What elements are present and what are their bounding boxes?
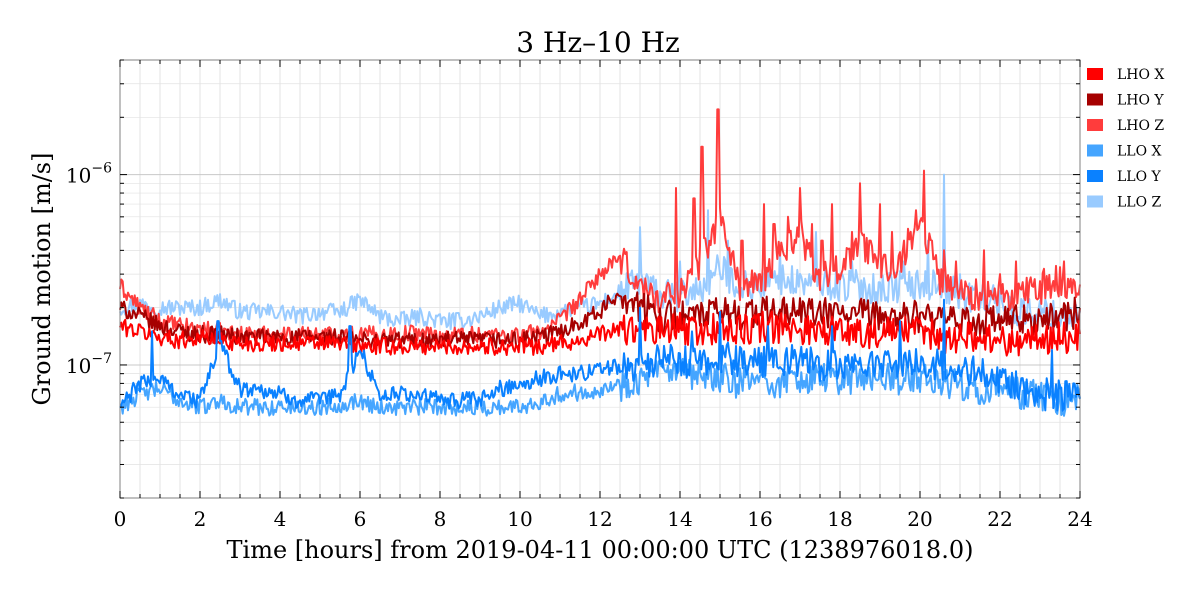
legend-swatch xyxy=(1087,170,1103,182)
legend: LHO X LHO Y LHO Z LLO X LLO Y LLO Z xyxy=(1087,67,1164,211)
series-line xyxy=(119,357,1081,417)
legend-label: LLO Z xyxy=(1117,195,1162,211)
x-tick-label: 20 xyxy=(907,507,932,531)
y-tick-label-base: 10 xyxy=(66,164,91,188)
grid xyxy=(119,59,1081,499)
x-tick-label: 18 xyxy=(827,507,852,531)
x-tick-label: 12 xyxy=(587,507,612,531)
legend-swatch xyxy=(1087,119,1103,131)
x-tick-label: 14 xyxy=(667,507,692,531)
y-tick-label-exponent: −6 xyxy=(91,161,112,177)
series-line xyxy=(119,310,1081,357)
legend-label: LHO Y xyxy=(1117,93,1164,109)
x-axis-label: Time [hours] from 2019-04-11 00:00:00 UT… xyxy=(227,536,974,564)
series-line xyxy=(119,298,1081,412)
legend-swatch xyxy=(1087,144,1103,157)
x-tick-label: 8 xyxy=(434,507,447,531)
series-line xyxy=(119,291,1081,350)
legend-swatch xyxy=(1087,195,1103,208)
x-tick-label: 24 xyxy=(1067,507,1092,531)
x-tick-label: 0 xyxy=(114,507,127,531)
legend-label: LLO Y xyxy=(1117,169,1162,185)
x-tick-label: 22 xyxy=(987,507,1012,531)
y-tick-label-base: 10 xyxy=(66,354,91,378)
y-axis: 10−710−6 xyxy=(66,59,1080,499)
series-line xyxy=(119,173,1081,332)
legend-swatch xyxy=(1087,93,1103,106)
legend-label: LHO Z xyxy=(1117,118,1164,134)
y-tick-label: 10−6 xyxy=(66,161,112,188)
x-tick-label: 16 xyxy=(747,507,772,531)
series-line xyxy=(119,108,1081,347)
x-tick-label: 10 xyxy=(507,507,532,531)
legend-label: LLO X xyxy=(1117,144,1162,160)
x-axis: 0 2 4 6 8 10 12 14 16 18 20 22 24 xyxy=(114,60,1093,531)
y-tick-label-exponent: −7 xyxy=(91,351,112,367)
y-tick-label: 10−7 xyxy=(66,351,112,378)
x-tick-label: 4 xyxy=(274,507,287,531)
y-axis-label: Ground motion [m/s] xyxy=(28,153,56,406)
chart-title: 3 Hz–10 Hz xyxy=(516,26,680,59)
legend-swatch xyxy=(1087,68,1103,80)
x-tick-label: 2 xyxy=(194,507,207,531)
plot-lines xyxy=(119,108,1081,417)
legend-label: LHO X xyxy=(1117,67,1164,83)
x-tick-label: 6 xyxy=(354,507,367,531)
